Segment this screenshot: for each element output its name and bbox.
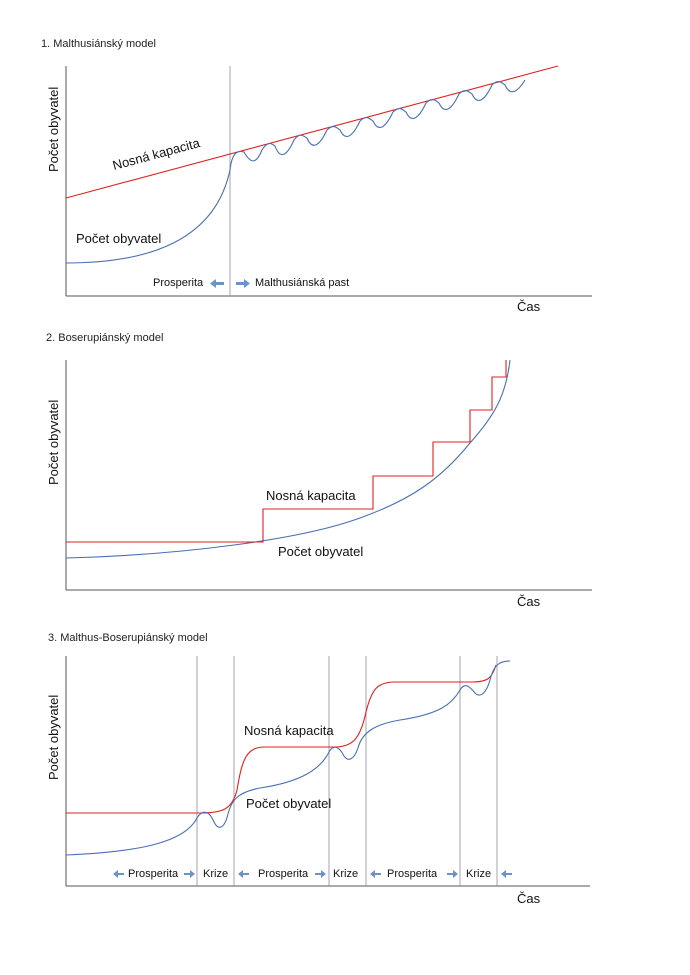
- arrow-left-icon: [501, 870, 512, 878]
- panel-malthusian: 1. Malthusiánský model Počet obyvatel Ča…: [41, 38, 592, 314]
- panel3-population-curve: [65, 660, 511, 856]
- panel2-ylabel: Počet obyvatel: [46, 400, 61, 485]
- panel1-ylabel: Počet obyvatel: [46, 87, 61, 172]
- panel2-population-curve: [65, 359, 511, 559]
- arrow-left-icon: [238, 870, 249, 878]
- panel1-phase-trap: Malthusiánská past: [255, 277, 349, 289]
- panel-boserupian: 2. Boserupiánský model Počet obyvatel Ča…: [46, 332, 592, 609]
- panel1-capacity-label: Nosná kapacita: [111, 135, 202, 173]
- panel3-phase-5: Prosperita: [387, 868, 438, 880]
- panel3-phase-1: Prosperita: [128, 868, 179, 880]
- panel3-xlabel: Čas: [517, 891, 541, 906]
- panel3-phase-2: Krize: [203, 868, 228, 880]
- panel1-population-curve: [65, 79, 526, 264]
- panel3-phase-3: Prosperita: [258, 868, 309, 880]
- panel3-title: 3. Malthus-Boserupiánský model: [48, 632, 208, 644]
- panel1-phase-prosperity: Prosperita: [153, 277, 204, 289]
- panel2-population-label: Počet obyvatel: [278, 544, 363, 559]
- panel3-capacity-curve: [66, 664, 497, 814]
- arrow-left-icon: [210, 279, 224, 288]
- panel1-title: 1. Malthusiánský model: [41, 38, 156, 50]
- arrow-left-icon: [370, 870, 381, 878]
- arrow-right-icon: [236, 279, 250, 288]
- panel-malthus-boserupian: 3. Malthus-Boserupiánský model Počet oby…: [46, 632, 590, 906]
- panel3-ylabel: Počet obyvatel: [46, 695, 61, 780]
- panel2-title: 2. Boserupiánský model: [46, 332, 163, 344]
- panel2-xlabel: Čas: [517, 594, 541, 609]
- panel3-population-label: Počet obyvatel: [246, 796, 331, 811]
- arrow-left-icon: [113, 870, 124, 878]
- arrow-right-icon: [447, 870, 458, 878]
- arrow-right-icon: [184, 870, 195, 878]
- panel1-xlabel: Čas: [517, 299, 541, 314]
- panel3-capacity-label: Nosná kapacita: [244, 723, 334, 738]
- panel3-phase-4: Krize: [333, 868, 358, 880]
- panel3-phase-6: Krize: [466, 868, 491, 880]
- panel1-capacity-line: [65, 65, 559, 199]
- panel2-capacity-label: Nosná kapacita: [266, 488, 356, 503]
- arrow-right-icon: [315, 870, 326, 878]
- panel2-capacity-steps: [66, 360, 507, 543]
- panel1-population-label: Počet obyvatel: [76, 231, 161, 246]
